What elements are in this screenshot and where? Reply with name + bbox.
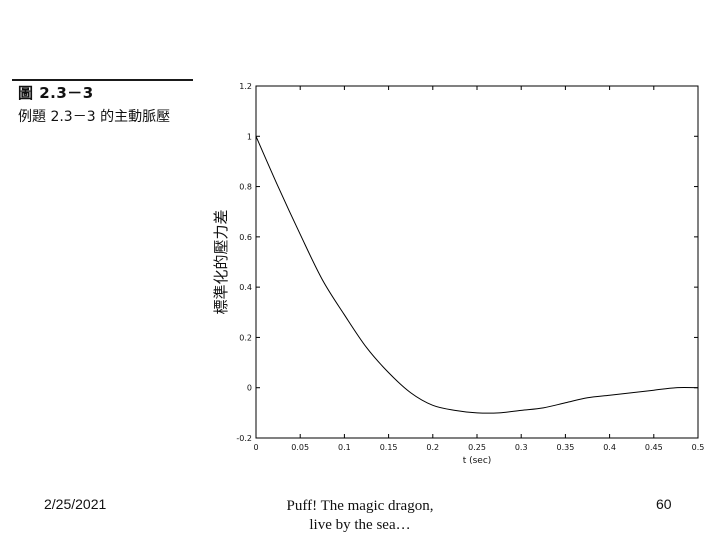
figure-title: 圖 2.3－3 <box>18 84 94 102</box>
x-tick-label: 0.45 <box>645 443 663 452</box>
y-tick-label: 0.4 <box>239 283 252 292</box>
footer-date: 2/25/2021 <box>44 496 107 512</box>
y-tick-label: 1 <box>247 132 252 141</box>
x-axis-ticks: 0 0.05 0.1 0.15 0.2 0.25 0.3 0.35 0.4 0.45 0.5 <box>253 86 704 452</box>
caption-rule <box>12 79 193 81</box>
x-tick-label: 0 <box>253 443 258 452</box>
footer-page-number: 60 <box>656 496 672 512</box>
y-tick-label: 0 <box>247 384 252 393</box>
x-tick-label: 0.3 <box>515 443 528 452</box>
y-axis-label: 標準化的壓力差 <box>212 209 230 314</box>
footer-caption-line-1: Puff! The magic dragon, <box>286 498 434 514</box>
series-line-0 <box>255 136 699 414</box>
x-tick-label: 0.1 <box>338 443 351 452</box>
x-tick-label: 0.05 <box>291 443 309 452</box>
x-tick-label: 0.5 <box>692 443 705 452</box>
plot-frame <box>255 85 699 439</box>
figure-subtitle: 例題 2.3－3 的主動脈壓 <box>18 109 171 125</box>
x-tick-label: 0.15 <box>380 443 398 452</box>
y-tick-label: 0.6 <box>239 233 252 242</box>
x-tick-label: 0.4 <box>603 443 616 452</box>
y-tick-label: 1.2 <box>239 82 252 91</box>
footer-caption-line-2: live by the sea… <box>309 517 411 533</box>
x-axis-label: t (sec) <box>463 456 492 466</box>
y-axis-ticks: -0.2 0 0.2 0.4 0.6 0.8 1 1.2 <box>236 82 698 443</box>
x-tick-label: 0.2 <box>426 443 439 452</box>
footer-caption: Puff! The magic dragon, live by the sea… <box>250 497 470 535</box>
y-tick-label: 0.2 <box>239 333 252 342</box>
y-tick-label: -0.2 <box>236 434 252 443</box>
series-lines <box>255 136 699 414</box>
x-tick-label: 0.35 <box>556 443 574 452</box>
y-tick-label: 0.8 <box>239 183 252 192</box>
x-tick-label: 0.25 <box>468 443 486 452</box>
